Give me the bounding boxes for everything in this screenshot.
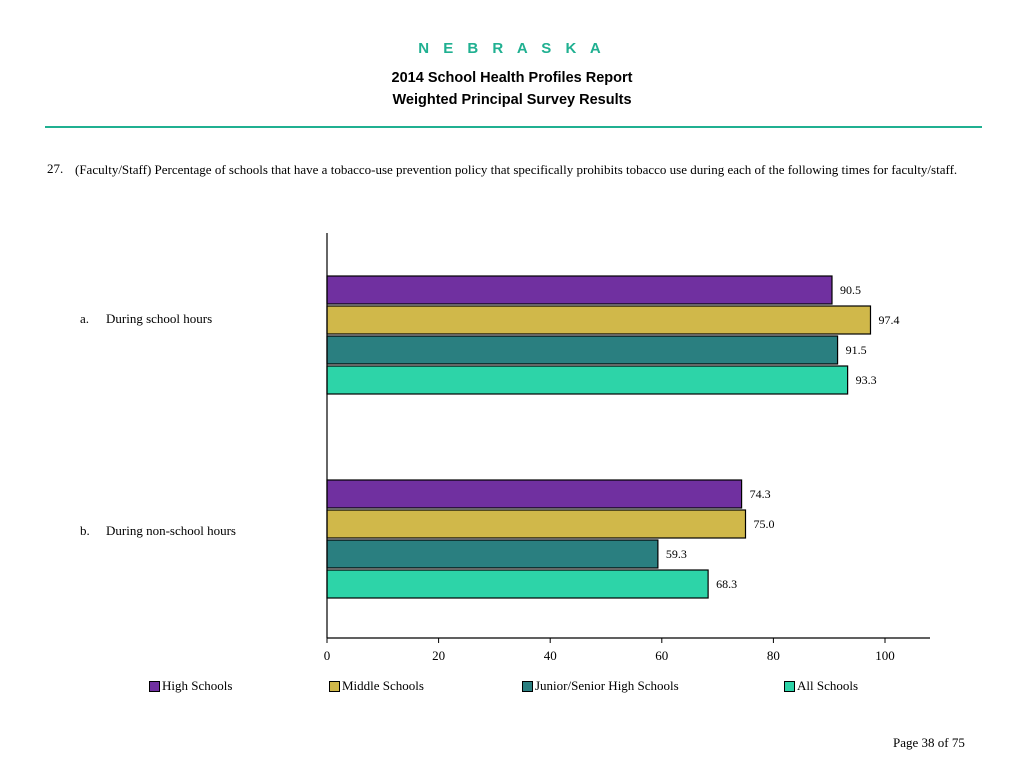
category-letter-b: b. [80,523,90,538]
page-number: Page 38 of 75 [893,735,965,750]
bar-value-label: 90.5 [840,283,861,297]
header-divider [45,126,982,128]
legend-swatch [784,680,795,692]
report-title: 2014 School Health Profiles Report [391,70,633,86]
bar [326,479,743,509]
x-tick-label: 100 [875,648,895,663]
legend-item-all-schools: All Schools [784,678,858,694]
legend-swatch [329,680,340,692]
x-tick-label: 60 [655,648,668,663]
bar [326,305,872,335]
report-subtitle: Weighted Principal Survey Results [392,92,632,108]
bar-value-label: 97.4 [878,313,899,327]
bar-value-label: 93.3 [856,373,877,387]
legend-label: High Schools [162,678,233,693]
bar-value-label: 74.3 [750,487,771,501]
legend-label: Middle Schools [342,678,424,693]
question-number: 27. [47,161,64,176]
category-label-b: During non-school hours [106,523,236,538]
category-label-a: During school hours [106,311,213,326]
legend-label: Junior/Senior High Schools [535,678,679,693]
bar [326,335,839,365]
state-title: N E B R A S K A [418,40,606,57]
bar-value-label: 68.3 [716,577,737,591]
x-tick-label: 40 [544,648,557,663]
bar [326,509,747,539]
bar [326,569,709,599]
legend-item-high-schools: High Schools [149,678,232,694]
x-tick-label: 20 [432,648,445,663]
bar-value-label: 75.0 [754,517,775,531]
x-tick-label: 0 [324,648,331,663]
legend-swatch [522,680,533,692]
question-text: (Faculty/Staff) Percentage of schools th… [75,162,958,177]
bar [326,275,833,305]
bar [326,539,659,569]
chart-legend: High Schools Middle Schools Junior/Senio… [0,678,1024,698]
legend-item-junior-senior-high-schools: Junior/Senior High Schools [522,678,679,694]
bar-value-label: 91.5 [846,343,867,357]
bar [326,365,849,395]
legend-item-middle-schools: Middle Schools [329,678,424,694]
legend-swatch [149,680,160,692]
bar-value-label: 59.3 [666,547,687,561]
legend-label: All Schools [797,678,859,693]
x-tick-label: 80 [767,648,780,663]
category-letter-a: a. [80,311,90,326]
